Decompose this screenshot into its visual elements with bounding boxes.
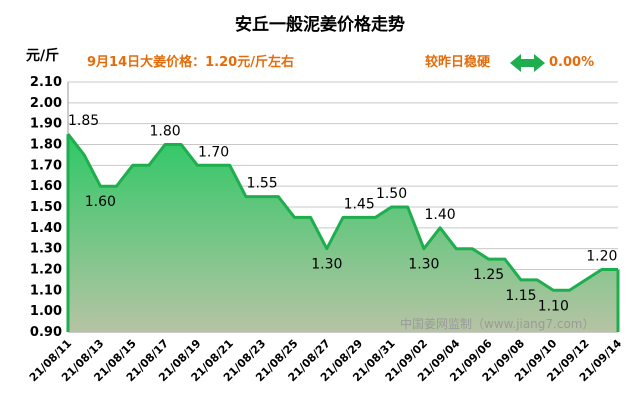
- y-tick-label: 1.90: [30, 117, 62, 132]
- y-axis-ticks: 0.90 1.00 1.10 1.20 1.30 1.40 1.50 1.60 1.70 1.80…: [30, 75, 62, 340]
- data-label: 1.85: [68, 113, 99, 129]
- data-label: 1.10: [538, 298, 569, 314]
- data-label: 1.45: [344, 196, 375, 212]
- price-series: [66, 133, 620, 332]
- y-tick-label: 1.80: [30, 138, 62, 153]
- y-tick-label: 1.70: [30, 158, 62, 173]
- data-label: 1.20: [586, 249, 617, 265]
- data-label: 1.30: [311, 257, 342, 273]
- price-area: [68, 134, 618, 332]
- data-label: 1.30: [408, 257, 439, 273]
- y-axis-unit: 元/斤: [26, 47, 59, 64]
- flat-arrow-icon: [510, 54, 545, 72]
- data-label: 1.50: [376, 186, 407, 202]
- y-tick-label: 0.90: [30, 325, 62, 340]
- y-tick-label: 1.30: [30, 242, 62, 257]
- data-label: 1.55: [247, 176, 278, 192]
- y-tick-label: 1.20: [30, 263, 62, 278]
- data-label: 1.60: [85, 194, 116, 210]
- data-label: 1.70: [198, 144, 229, 160]
- compare-label: 较昨日稳硬: [425, 54, 491, 70]
- y-tick-label: 2.10: [30, 75, 62, 90]
- data-label: 1.25: [473, 267, 504, 283]
- y-tick-label: 1.60: [30, 179, 62, 194]
- y-tick-label: 1.10: [30, 283, 62, 298]
- y-tick-label: 1.40: [30, 221, 62, 236]
- chart-title: 安丘一般泥姜价格走势: [235, 14, 405, 35]
- data-label: 1.15: [505, 288, 536, 304]
- data-label: 1.80: [149, 124, 180, 140]
- data-label: 1.40: [424, 207, 455, 223]
- price-line: [66, 133, 618, 292]
- y-tick-label: 1.00: [30, 304, 62, 319]
- x-axis-ticks: 21/08/1121/08/1321/08/1521/08/1721/08/19…: [27, 337, 625, 385]
- data-labels: 1.85 1.60 1.80 1.70 1.55 1.30 1.451.50 1.30 1.40…: [68, 113, 617, 314]
- y-tick-label: 2.00: [30, 96, 62, 111]
- change-percent: 0.00%: [549, 55, 594, 70]
- y-tick-label: 1.50: [30, 200, 62, 215]
- price-note: 9月14日大姜价格：1.20元/斤左右: [87, 54, 294, 70]
- watermark: 中国姜网监制（www.jiang7.com）: [400, 316, 594, 331]
